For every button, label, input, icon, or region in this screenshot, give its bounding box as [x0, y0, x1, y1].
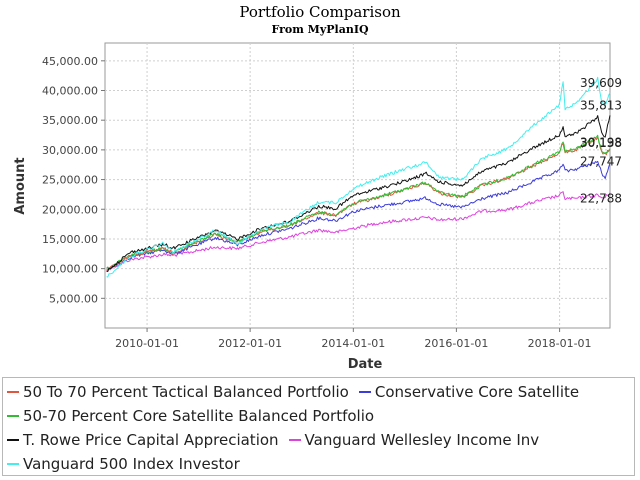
legend-swatch	[7, 391, 19, 393]
y-axis: 5,000.00 10,000.00 15,000.00 20,000.00 25,00…	[42, 55, 105, 305]
chart-title: Portfolio Comparison	[239, 3, 401, 21]
legend-item-trowe-capital: T. Rowe Price Capital Appreciation	[3, 431, 279, 449]
legend-label: T. Rowe Price Capital Appreciation	[23, 431, 279, 449]
legend-swatch	[358, 391, 371, 393]
series-end-label: 35,813	[580, 98, 622, 112]
series-end-label: 27,747	[580, 154, 622, 168]
y-axis-label: Amount	[13, 157, 28, 214]
x-axis-label: Date	[348, 357, 383, 372]
legend-item-vanguard-500: Vanguard 500 Index Investor	[3, 455, 240, 473]
y-tick-label: 15,000.00	[42, 233, 98, 246]
legend-item-conservative-core: Conservative Core Satellite	[355, 383, 579, 401]
legend-label: Vanguard 500 Index Investor	[23, 455, 240, 473]
series-end-label: 22,788	[580, 192, 622, 206]
x-tick-label: 2016-01-01	[424, 337, 488, 350]
series-line	[106, 160, 611, 272]
end-labels: 30,138 27,747 30,198 35,813 22,788 39,609	[580, 76, 622, 206]
line-chart: Portfolio Comparison From MyPlanIQ 5,000…	[13, 3, 622, 372]
y-tick-label: 20,000.00	[42, 203, 98, 216]
legend-swatch	[288, 439, 301, 441]
series-end-label: 30,138	[580, 136, 622, 150]
series-line	[106, 191, 611, 271]
grid	[105, 43, 610, 328]
legend-row: T. Rowe Price Capital Appreciation Vangu…	[3, 428, 545, 452]
series-end-label: 39,609	[580, 76, 622, 90]
series-end-label: 30,198	[580, 136, 622, 150]
legend-label: Conservative Core Satellite	[374, 383, 580, 401]
x-tick-label: 2010-01-01	[115, 337, 179, 350]
x-axis: 2010-01-01 2012-01-01 2014-01-01 2016-01-01…	[115, 328, 592, 350]
legend-item-tactical-balanced: 50 To 70 Percent Tactical Balanced Portf…	[3, 383, 349, 401]
series-line	[106, 115, 611, 272]
legend-label: 50 To 70 Percent Tactical Balanced Portf…	[23, 383, 349, 401]
legend-item-wellesley: Vanguard Wellesley Income Inv	[285, 431, 540, 449]
legend: 50 To 70 Percent Tactical Balanced Portf…	[2, 377, 635, 476]
x-tick-label: 2014-01-01	[321, 337, 385, 350]
y-tick-label: 35,000.00	[42, 114, 98, 127]
legend-row: 50 To 70 Percent Tactical Balanced Portf…	[3, 380, 585, 404]
series-line	[106, 134, 611, 270]
y-tick-label: 30,000.00	[42, 144, 98, 157]
y-tick-label: 45,000.00	[42, 55, 98, 68]
x-tick-label: 2012-01-01	[218, 337, 282, 350]
series-group	[106, 76, 611, 278]
plot-area	[104, 42, 611, 329]
y-tick-label: 40,000.00	[42, 85, 98, 98]
y-tick-label: 10,000.00	[42, 263, 98, 276]
x-tick-label: 2018-01-01	[528, 337, 592, 350]
chart-subtitle: From MyPlanIQ	[271, 23, 369, 36]
legend-item-core-satellite-balanced: 50-70 Percent Core Satellite Balanced Po…	[3, 407, 374, 425]
legend-label: 50-70 Percent Core Satellite Balanced Po…	[23, 407, 375, 425]
legend-swatch	[7, 415, 19, 417]
y-tick-label: 5,000.00	[49, 292, 98, 305]
y-tick-label: 25,000.00	[42, 174, 98, 187]
legend-row: Vanguard 500 Index Investor	[3, 452, 246, 476]
series-line	[106, 76, 611, 278]
legend-label: Vanguard Wellesley Income Inv	[304, 431, 540, 449]
legend-swatch	[7, 463, 19, 465]
legend-row: 50-70 Percent Core Satellite Balanced Po…	[3, 404, 380, 428]
legend-swatch	[7, 439, 19, 441]
